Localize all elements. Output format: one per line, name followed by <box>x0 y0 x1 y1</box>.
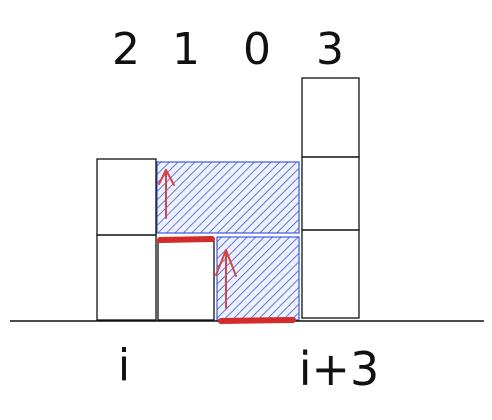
column-0-block-bottom <box>96 234 157 321</box>
index-labels: i i+3 <box>118 340 379 396</box>
level-marker-lower <box>218 317 296 324</box>
water-lower-region <box>216 236 300 321</box>
height-label-2: 0 <box>243 24 271 75</box>
height-label-3: 3 <box>316 24 344 75</box>
index-label-start: i <box>118 340 130 391</box>
height-labels: 2 1 0 3 <box>112 24 344 75</box>
column-0-block-top <box>96 158 157 236</box>
column-1-block <box>157 240 215 321</box>
column-3-block-top <box>301 77 360 158</box>
level-marker-upper <box>157 236 215 243</box>
index-label-end: i+3 <box>299 342 380 396</box>
column-3-block-bottom <box>301 229 360 319</box>
arrow-up-icon <box>215 249 237 309</box>
fill-arrows <box>158 169 237 309</box>
height-label-1: 1 <box>172 24 200 75</box>
level-markers <box>157 236 296 324</box>
columns <box>96 77 360 321</box>
height-label-0: 2 <box>112 24 140 75</box>
column-3-block-middle <box>301 156 360 231</box>
water-upper-region <box>156 161 300 234</box>
arrow-up-icon <box>158 169 175 219</box>
water-regions <box>156 161 300 321</box>
